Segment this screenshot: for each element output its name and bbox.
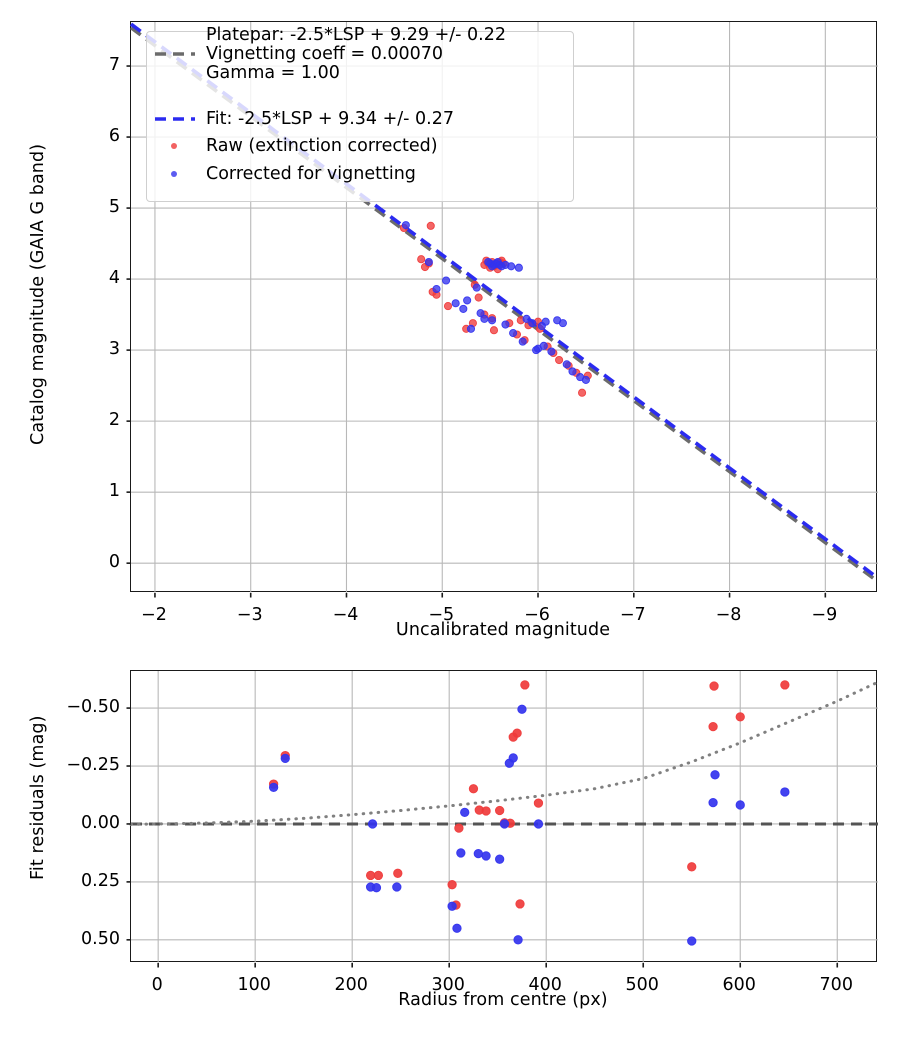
legend-entry: Platepar: -2.5*LSP + 9.29 +/- 0.22 Vignet…: [152, 26, 506, 83]
legend-label-line: Vignetting coeff = 0.00070: [206, 43, 444, 64]
x-tick-label: −8: [715, 605, 742, 625]
legend-entry-label: Corrected for vignetting: [206, 163, 416, 184]
y-tick-label: 5: [108, 197, 120, 218]
x-tick-label: 600: [722, 975, 756, 995]
x-tick-label: 200: [334, 975, 368, 995]
x-tick-label: 700: [819, 975, 853, 995]
vignetting-model-curve: [129, 680, 880, 826]
x-tick-label: −4: [332, 605, 359, 625]
bottom-plot-xaxis-label: Radius from centre (px): [398, 990, 608, 1010]
x-tick-label: 500: [625, 975, 659, 995]
legend-entry: Raw (extinction corrected): [152, 136, 438, 156]
y-tick-label: 3: [108, 339, 120, 360]
legend-label-line: Corrected for vignetting: [206, 163, 416, 184]
y-tick-label: 4: [108, 268, 120, 289]
legend-label-line: Gamma = 1.00: [206, 62, 340, 83]
legend-label-line: Raw (extinction corrected): [206, 135, 438, 156]
y-tick-label: 0.50: [81, 928, 120, 949]
y-tick-label: 7: [108, 55, 120, 76]
legend-entry: Fit: -2.5*LSP + 9.34 +/- 0.27: [152, 109, 454, 129]
y-tick-label: 0.00: [81, 812, 120, 833]
legend-label-line: Platepar: -2.5*LSP + 9.29 +/- 0.22: [206, 25, 506, 45]
legend-platepar-line-icon: [152, 44, 198, 64]
legend-fit-line-icon: [152, 109, 198, 129]
corrected-points-series: [401, 221, 590, 384]
x-tick-label: −6: [524, 605, 550, 625]
legend-corrected-marker-icon: [152, 164, 198, 184]
top-plot-xaxis-label: Uncalibrated magnitude: [395, 620, 611, 640]
raw-points-series: [268, 680, 790, 910]
x-tick-label: −2: [141, 605, 167, 625]
legend-entry-label: Platepar: -2.5*LSP + 9.29 +/- 0.22 Vignet…: [206, 26, 506, 83]
y-tick-label: −0.50: [66, 697, 120, 718]
residuals-plot-area: [126, 671, 880, 968]
x-tick-label: 300: [431, 975, 465, 995]
y-tick-label: 0.25: [81, 870, 120, 891]
x-tick-label: −3: [236, 605, 263, 625]
x-tick-label: 400: [528, 975, 562, 995]
y-tick-label: −0.25: [66, 755, 120, 776]
calibration-legend: [146, 31, 574, 202]
x-tick-label: 100: [237, 975, 271, 995]
legend-entry-label: Fit: -2.5*LSP + 9.34 +/- 0.27: [206, 108, 454, 129]
y-tick-label: 0: [108, 552, 120, 573]
y-tick-label: 1: [108, 481, 120, 502]
red-dot-icon: [171, 142, 178, 149]
blue-dot-icon: [171, 170, 178, 177]
fit-residuals-plot: [126, 670, 880, 968]
x-tick-label: −7: [619, 605, 646, 625]
calibration-plot-area: [126, 22, 880, 598]
y-tick-label: 2: [108, 410, 120, 431]
x-tick-label: −9: [811, 605, 838, 625]
y-tick-label: 6: [108, 126, 120, 147]
x-tick-label: −5: [428, 605, 455, 625]
legend-entry: Corrected for vignetting: [152, 164, 416, 184]
corrected-points-series: [268, 704, 790, 946]
legend-entry-label: Raw (extinction corrected): [206, 135, 438, 156]
x-tick-label: 0: [151, 975, 163, 995]
legend-label-line: Fit: -2.5*LSP + 9.34 +/- 0.27: [206, 108, 454, 129]
legend-raw-marker-icon: [152, 136, 198, 156]
top-plot-yaxis-label: Catalog magnitude (GAIA G band): [28, 143, 48, 445]
bottom-plot-yaxis-label: Fit residuals (mag): [28, 715, 48, 880]
